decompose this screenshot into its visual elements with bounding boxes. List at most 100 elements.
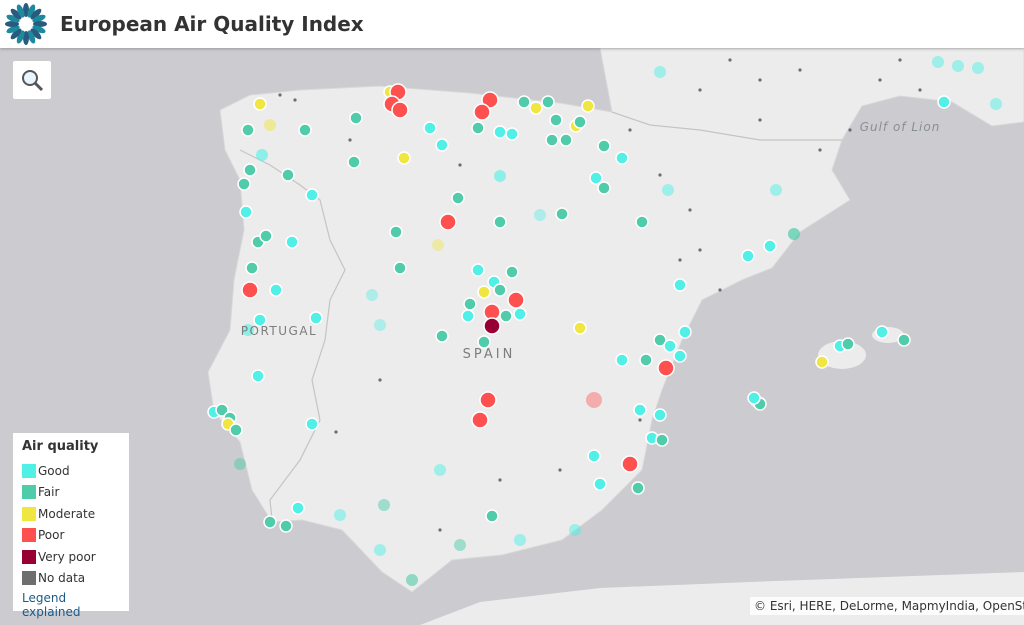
station-marker[interactable]: [654, 66, 666, 78]
station-marker[interactable]: [471, 121, 485, 135]
station-marker[interactable]: [529, 101, 543, 115]
station-marker[interactable]: [251, 369, 265, 383]
station-marker[interactable]: [378, 499, 390, 511]
station-marker[interactable]: [243, 163, 257, 177]
station-marker[interactable]: [493, 125, 507, 139]
station-marker[interactable]: [589, 171, 603, 185]
station-marker[interactable]: [305, 188, 319, 202]
station-marker[interactable]: [770, 184, 782, 196]
station-marker[interactable]: [937, 95, 951, 109]
station-marker[interactable]: [264, 119, 276, 131]
station-marker[interactable]: [549, 113, 563, 127]
station-marker[interactable]: [281, 168, 295, 182]
station-marker[interactable]: [635, 215, 649, 229]
legend-link[interactable]: Legend explained: [22, 591, 81, 619]
station-marker[interactable]: [587, 449, 601, 463]
station-marker[interactable]: [972, 62, 984, 74]
station-marker[interactable]: [990, 98, 1002, 110]
station-marker[interactable]: [349, 111, 363, 125]
station-marker[interactable]: [477, 335, 491, 349]
station-marker[interactable]: [391, 101, 409, 119]
search-button[interactable]: [12, 60, 52, 100]
station-marker[interactable]: [432, 239, 444, 251]
station-marker[interactable]: [253, 313, 267, 327]
station-marker[interactable]: [513, 307, 527, 321]
station-marker[interactable]: [788, 228, 800, 240]
station-marker[interactable]: [389, 225, 403, 239]
station-marker[interactable]: [239, 205, 253, 219]
station-marker[interactable]: [678, 325, 692, 339]
station-marker[interactable]: [633, 403, 647, 417]
station-marker[interactable]: [653, 333, 667, 347]
station-marker[interactable]: [269, 283, 283, 297]
station-marker[interactable]: [593, 477, 607, 491]
station-marker[interactable]: [253, 97, 267, 111]
station-marker[interactable]: [573, 115, 587, 129]
station-marker[interactable]: [374, 319, 386, 331]
station-marker[interactable]: [285, 235, 299, 249]
station-marker[interactable]: [621, 455, 639, 473]
station-marker[interactable]: [541, 95, 555, 109]
station-marker[interactable]: [423, 121, 437, 135]
station-marker[interactable]: [406, 574, 418, 586]
station-marker[interactable]: [673, 349, 687, 363]
station-marker[interactable]: [454, 539, 466, 551]
station-marker[interactable]: [494, 170, 506, 182]
station-marker[interactable]: [461, 309, 475, 323]
station-marker[interactable]: [434, 464, 446, 476]
station-marker[interactable]: [435, 329, 449, 343]
station-marker[interactable]: [639, 353, 653, 367]
station-marker[interactable]: [439, 213, 457, 231]
station-marker[interactable]: [241, 123, 255, 137]
station-marker[interactable]: [298, 123, 312, 137]
station-marker[interactable]: [463, 297, 477, 311]
station-marker[interactable]: [507, 291, 525, 309]
station-marker[interactable]: [263, 515, 277, 529]
station-marker[interactable]: [215, 403, 229, 417]
station-marker[interactable]: [653, 408, 667, 422]
station-marker[interactable]: [305, 417, 319, 431]
station-marker[interactable]: [397, 151, 411, 165]
station-marker[interactable]: [747, 391, 761, 405]
station-marker[interactable]: [663, 339, 677, 353]
station-marker[interactable]: [485, 509, 499, 523]
station-marker[interactable]: [655, 433, 669, 447]
station-marker[interactable]: [631, 481, 645, 495]
station-marker[interactable]: [279, 519, 293, 533]
station-marker[interactable]: [229, 423, 243, 437]
station-marker[interactable]: [615, 151, 629, 165]
station-marker[interactable]: [505, 265, 519, 279]
station-marker[interactable]: [559, 133, 573, 147]
station-marker[interactable]: [471, 411, 489, 429]
station-marker[interactable]: [569, 524, 581, 536]
station-marker[interactable]: [517, 95, 531, 109]
station-marker[interactable]: [514, 534, 526, 546]
station-marker[interactable]: [473, 103, 491, 121]
station-marker[interactable]: [555, 207, 569, 221]
station-marker[interactable]: [237, 177, 251, 191]
station-marker[interactable]: [586, 392, 602, 408]
station-marker[interactable]: [481, 91, 499, 109]
station-marker[interactable]: [597, 139, 611, 153]
map[interactable]: Gulf of Lion PORTUGAL SPAIN: [0, 48, 1024, 625]
station-marker[interactable]: [657, 359, 675, 377]
station-marker[interactable]: [875, 325, 889, 339]
station-marker[interactable]: [897, 333, 911, 347]
station-marker[interactable]: [581, 99, 595, 113]
station-marker[interactable]: [241, 281, 259, 299]
station-marker[interactable]: [662, 184, 674, 196]
station-marker[interactable]: [334, 509, 346, 521]
station-marker[interactable]: [493, 283, 507, 297]
station-marker[interactable]: [573, 321, 587, 335]
station-marker[interactable]: [505, 127, 519, 141]
station-marker[interactable]: [479, 391, 497, 409]
station-marker[interactable]: [347, 155, 361, 169]
station-marker[interactable]: [291, 501, 305, 515]
station-marker[interactable]: [841, 337, 855, 351]
station-marker[interactable]: [673, 278, 687, 292]
station-marker[interactable]: [493, 215, 507, 229]
station-marker[interactable]: [393, 261, 407, 275]
station-marker[interactable]: [545, 133, 559, 147]
station-marker[interactable]: [932, 56, 944, 68]
station-marker[interactable]: [499, 309, 513, 323]
